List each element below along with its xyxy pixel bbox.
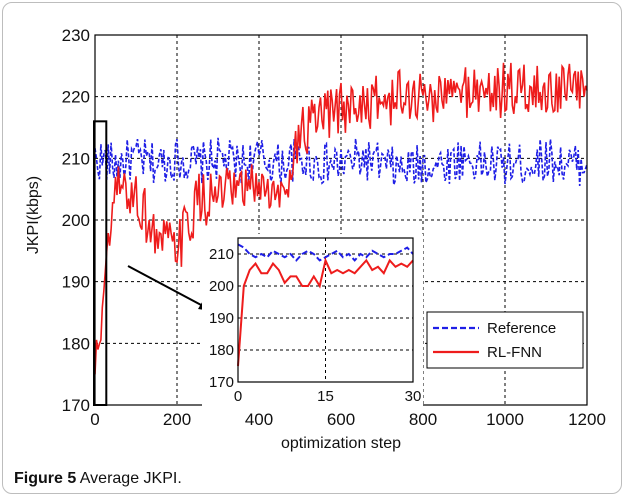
zoom-arrow bbox=[127, 265, 211, 311]
x-tick-label: 0 bbox=[90, 410, 99, 429]
y-tick-label: 230 bbox=[62, 26, 90, 45]
series-line-reference bbox=[94, 137, 588, 187]
inset-series-line-rl-fnn bbox=[237, 257, 414, 367]
x-tick-label: 400 bbox=[245, 410, 273, 429]
caption-label: Figure 5 bbox=[14, 470, 77, 487]
caption-text: Average JKPI. bbox=[79, 470, 182, 487]
x-axis-label: optimization step bbox=[281, 435, 401, 452]
legend-label: Reference bbox=[487, 320, 556, 337]
main-ticks: 0 200 400 600 800 1000 1200 170 180 190 200 210 220 2… bbox=[62, 26, 606, 429]
y-axis-label: JKPI(kbps) bbox=[25, 176, 42, 254]
x-tick-label: 800 bbox=[409, 410, 437, 429]
y-tick-label: 200 bbox=[62, 211, 90, 230]
zoom-region-box bbox=[93, 120, 108, 406]
legend-box bbox=[426, 311, 584, 369]
main-series bbox=[94, 62, 588, 375]
inset-series-line-reference bbox=[237, 243, 414, 262]
y-tick-label: 210 bbox=[62, 149, 90, 168]
inset-plot: 0 15 30 170 180 190 200 210 bbox=[202, 234, 423, 410]
inset-x-tick-label: 0 bbox=[234, 388, 242, 405]
legend: Reference RL-FNN bbox=[426, 311, 584, 369]
y-tick-label: 220 bbox=[62, 88, 90, 107]
inset-y-tick-label: 190 bbox=[209, 310, 234, 327]
inset-x-tick-label: 15 bbox=[317, 388, 334, 405]
jkpi-chart: 0 200 400 600 800 1000 1200 170 180 190 200 210 220 2… bbox=[25, 26, 606, 452]
inset-border bbox=[237, 237, 414, 383]
inset-y-tick-label: 170 bbox=[209, 374, 234, 391]
series-line-rl-fnn bbox=[94, 62, 588, 375]
figure-caption: Figure 5 Average JKPI. bbox=[14, 470, 182, 488]
legend-label: RL-FNN bbox=[487, 344, 542, 361]
y-tick-label: 190 bbox=[62, 273, 90, 292]
inset-y-tick-label: 210 bbox=[209, 246, 234, 263]
x-tick-label: 600 bbox=[327, 410, 355, 429]
y-tick-label: 170 bbox=[62, 396, 90, 415]
x-tick-label: 1000 bbox=[486, 410, 524, 429]
inset-y-tick-label: 180 bbox=[209, 342, 234, 359]
inset-y-tick-label: 200 bbox=[209, 278, 234, 295]
x-tick-label: 1200 bbox=[568, 410, 606, 429]
x-tick-label: 200 bbox=[163, 410, 191, 429]
inset-x-tick-label: 30 bbox=[405, 388, 422, 405]
y-tick-label: 180 bbox=[62, 334, 90, 353]
inset-background bbox=[202, 234, 423, 410]
